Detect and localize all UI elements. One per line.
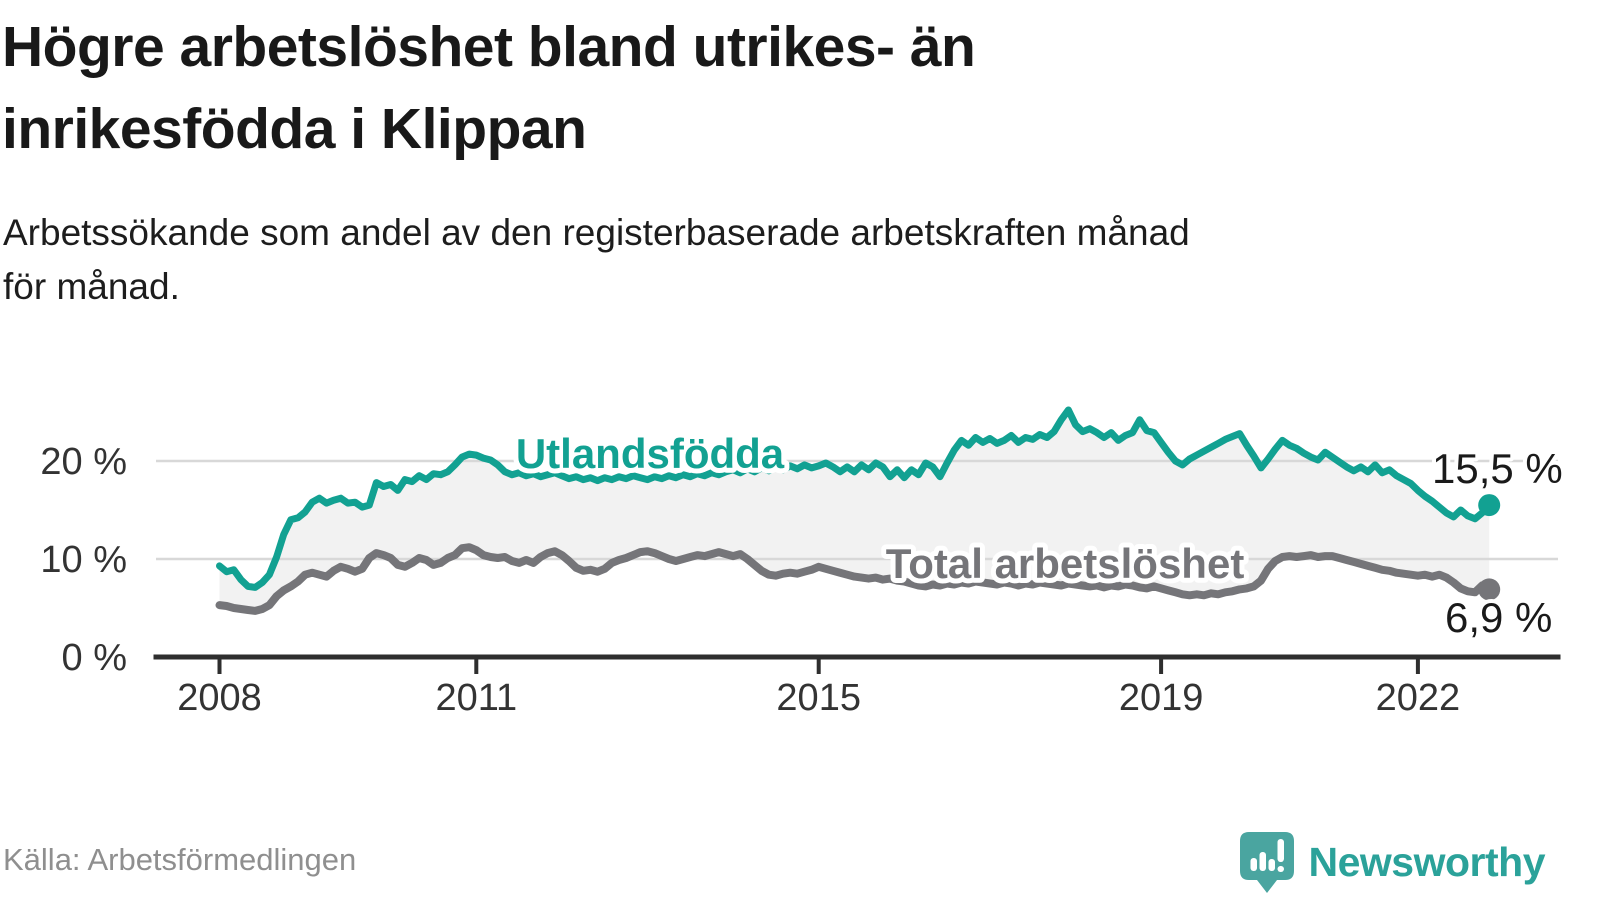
x-axis-ticks: 2008 2011 2015 2019 2022 bbox=[177, 657, 1460, 719]
source-note: Källa: Arbetsförmedlingen bbox=[3, 842, 357, 877]
subtitle-line-1: Arbetssökande som andel av den registerb… bbox=[3, 212, 1190, 253]
x-tick-label: 2011 bbox=[435, 677, 517, 719]
series-label-utlandsfodda: Utlandsfödda bbox=[516, 430, 785, 477]
subtitle-line-2: för månad. bbox=[3, 265, 180, 307]
page-title: Högre arbetslöshet bland utrikes- än inr… bbox=[2, 6, 1562, 170]
logo-bar-1 bbox=[1250, 857, 1257, 871]
y-axis-labels: 20 % 10 % 0 % bbox=[40, 441, 127, 679]
series-line-utlandsfodda bbox=[216, 406, 1493, 591]
logo-bar-3 bbox=[1268, 858, 1275, 871]
end-value-label-total: 6,9 % bbox=[1445, 594, 1552, 641]
logo-exclamation-dot bbox=[1277, 865, 1284, 872]
y-tick-label: 20 % bbox=[40, 441, 127, 483]
title-line-1: Högre arbetslöshet bland utrikes- än bbox=[2, 15, 976, 79]
brand-name: Newsworthy bbox=[1308, 838, 1546, 885]
end-value-label-utlandsfodda: 15,5 % bbox=[1432, 445, 1563, 492]
logo-exclamation-bar bbox=[1277, 838, 1284, 862]
x-tick-label: 2022 bbox=[1376, 677, 1461, 719]
newsworthy-logo-icon bbox=[1239, 831, 1294, 893]
x-tick-label: 2008 bbox=[177, 677, 262, 719]
y-tick-label: 10 % bbox=[40, 539, 127, 581]
series-label-total: Total arbetslöshet bbox=[886, 540, 1245, 587]
logo-bar-2 bbox=[1259, 851, 1266, 871]
x-tick-label: 2015 bbox=[776, 677, 861, 719]
brand-footer: Newsworthy bbox=[1239, 830, 1546, 894]
chart-subtitle: Arbetssökande som andel av den registerb… bbox=[3, 206, 1563, 313]
end-dot-total bbox=[1478, 578, 1501, 601]
end-dot-utlandsfodda bbox=[1478, 494, 1501, 517]
y-tick-label: 0 % bbox=[62, 637, 127, 679]
area-between-series bbox=[219, 410, 1490, 611]
title-line-2: inrikesfödda i Klippan bbox=[2, 97, 587, 162]
series-line-total bbox=[215, 543, 1494, 615]
logo-speech-bubble bbox=[1239, 831, 1294, 893]
x-tick-label: 2019 bbox=[1119, 677, 1204, 719]
